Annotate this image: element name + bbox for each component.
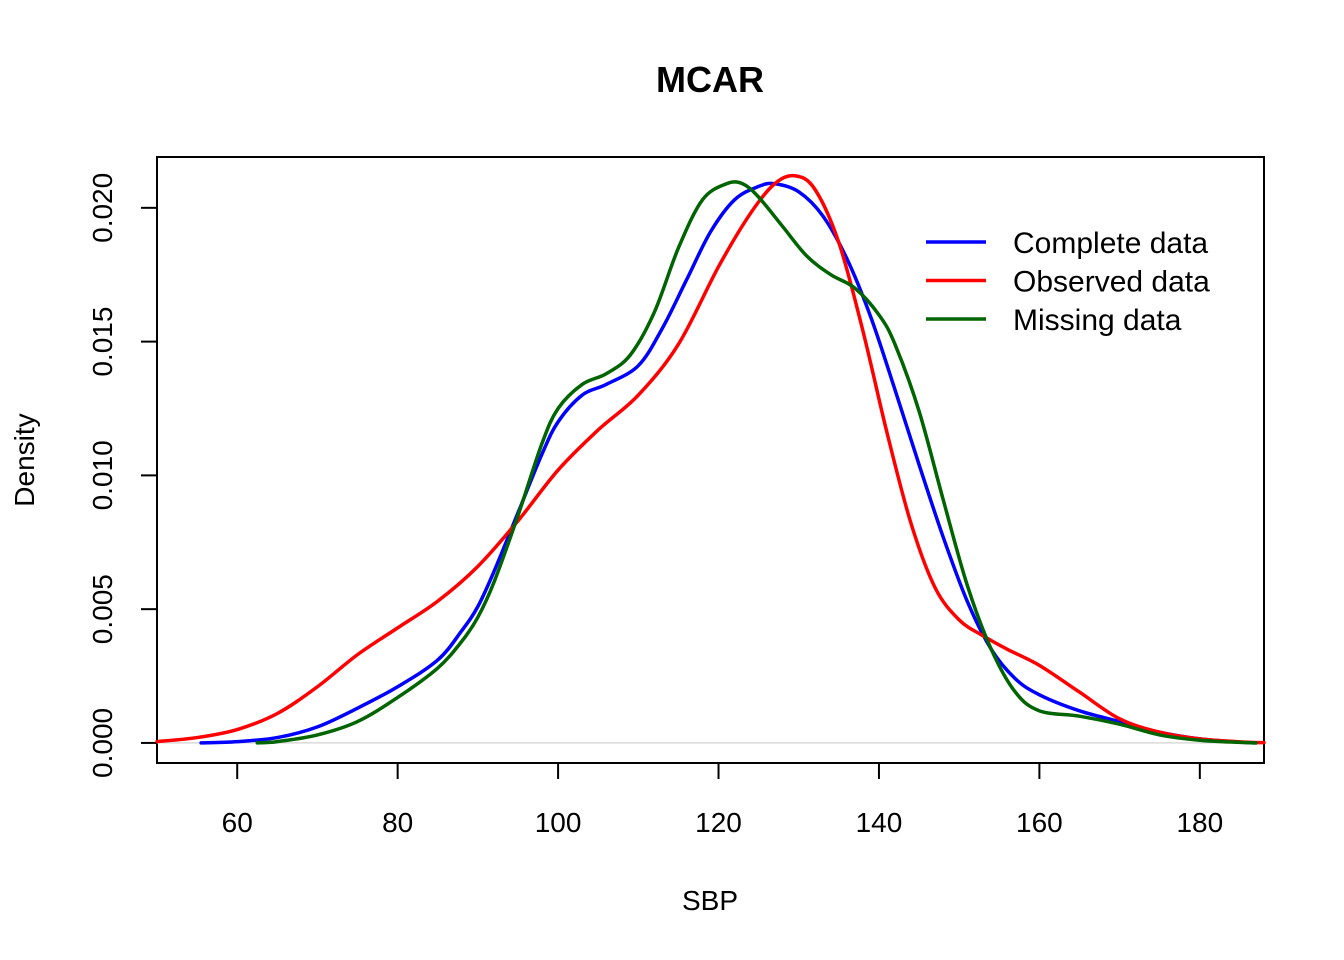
- legend-label-observed-data: Observed data: [1013, 266, 1210, 299]
- plot-frame: [156, 156, 1265, 764]
- x-tick-label: 60: [222, 807, 253, 838]
- series-line-missing-data: [255, 180, 1258, 745]
- x-tick-label: 180: [1176, 807, 1223, 838]
- x-tick-label: 140: [856, 807, 903, 838]
- y-tick-label: 0.020: [87, 173, 118, 243]
- legend-label-complete-data: Complete data: [1013, 227, 1208, 260]
- series-line-observed-data: [155, 173, 1266, 745]
- x-tick-label: 100: [535, 807, 582, 838]
- y-tick-label: 0.010: [87, 440, 118, 510]
- y-tick-label: 0.005: [87, 574, 118, 644]
- x-axis: 60 80 100 120 140 160 180: [222, 763, 1223, 838]
- chart-title: MCAR: [656, 59, 764, 100]
- x-tick-label: 120: [695, 807, 742, 838]
- x-axis-label: SBP: [682, 885, 738, 916]
- y-tick-label: 0.015: [87, 307, 118, 377]
- y-tick-label: 0.000: [87, 708, 118, 778]
- x-tick-label: 80: [382, 807, 413, 838]
- x-tick-label: 160: [1016, 807, 1063, 838]
- y-axis: 0.000 0.005 0.010 0.015 0.020: [87, 173, 157, 778]
- series-lines: [155, 173, 1266, 745]
- legend-label-missing-data: Missing data: [1013, 304, 1182, 337]
- legend: Complete data Observed data Missing data: [926, 227, 1210, 337]
- y-axis-label: Density: [9, 413, 40, 506]
- series-line-complete-data: [199, 181, 1258, 745]
